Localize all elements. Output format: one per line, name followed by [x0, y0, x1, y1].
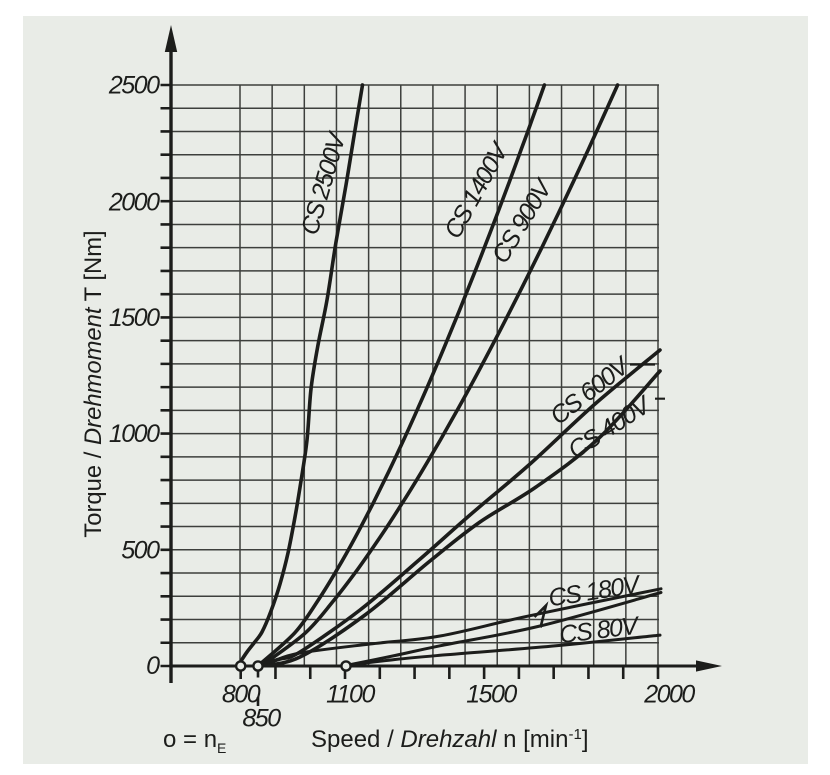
svg-text:1500: 1500	[109, 304, 160, 332]
svg-text:500: 500	[121, 536, 160, 564]
svg-text:Torque / Drehmoment T [Nm]: Torque / Drehmoment T [Nm]	[80, 230, 107, 537]
svg-text:1000: 1000	[109, 420, 160, 448]
svg-text:2000: 2000	[643, 681, 695, 709]
svg-text:1500: 1500	[466, 681, 517, 709]
svg-text:2500: 2500	[108, 72, 160, 100]
svg-text:o = nE: o = nE	[163, 726, 226, 756]
svg-text:850: 850	[242, 705, 281, 733]
svg-text:1100: 1100	[326, 681, 375, 709]
svg-text:0: 0	[146, 652, 160, 680]
svg-text:2000: 2000	[108, 189, 160, 217]
svg-text:Speed / Drehzahl n [min-1]: Speed / Drehzahl n [min-1]	[311, 726, 589, 753]
svg-text:800: 800	[222, 681, 261, 709]
